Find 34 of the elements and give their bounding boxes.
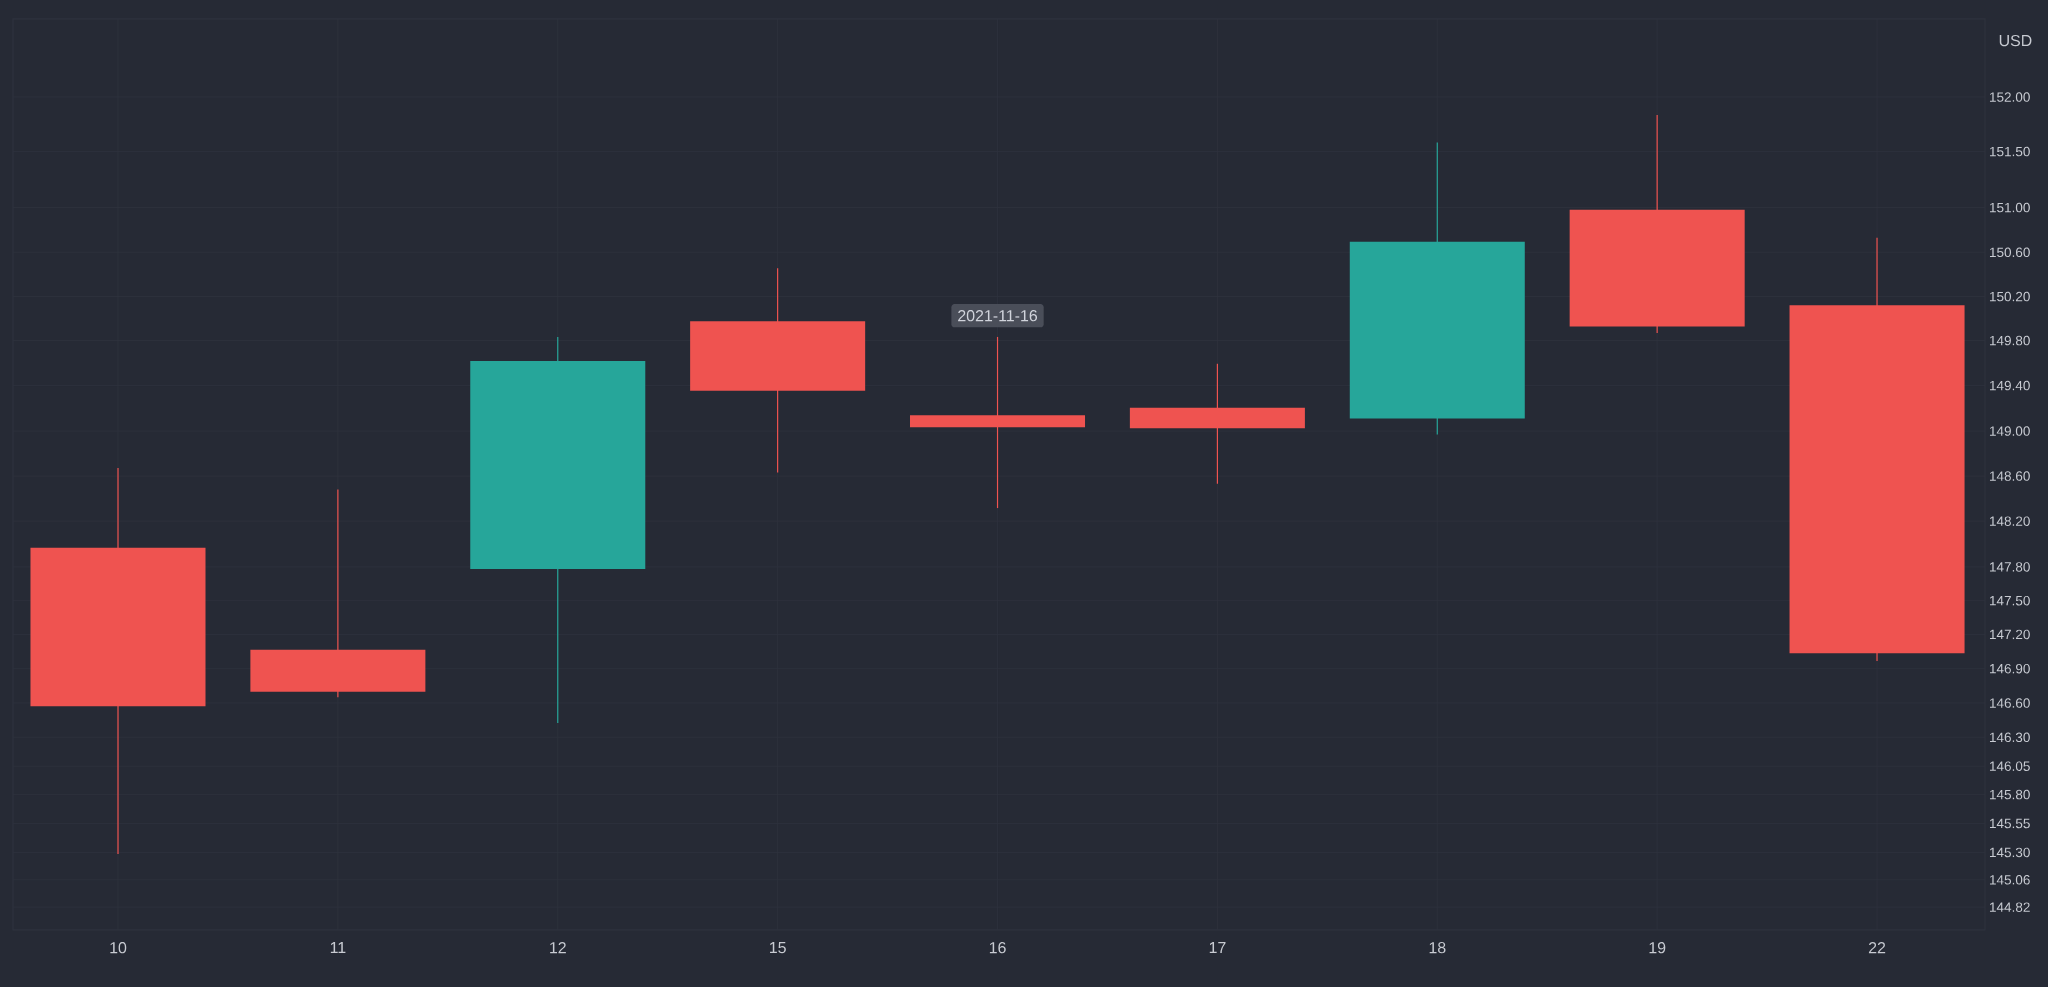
y-tick-label: 151.00	[1989, 202, 2030, 213]
x-tick-label: 12	[550, 942, 566, 954]
y-tick-label: 150.60	[1989, 247, 2030, 258]
y-tick-label: 146.60	[1989, 698, 2030, 708]
y-tick-label: 145.06	[1989, 875, 2030, 885]
y-tick-label: 148.60	[1989, 471, 2030, 481]
y-tick-label: 151.50	[1989, 146, 2030, 157]
x-tick-label: 15	[770, 942, 786, 954]
y-tick-label: 149.40	[1989, 380, 2030, 391]
y-tick-label: 149.00	[1989, 426, 2030, 436]
y-tick-label: 147.20	[1989, 629, 2030, 640]
y-tick-label: 147.80	[1989, 562, 2030, 572]
x-tick-label: 22	[1868, 942, 1886, 954]
candlestick	[910, 336, 1086, 509]
x-tick-label: 16	[989, 942, 1006, 954]
y-tick-label: 146.90	[1989, 664, 2030, 674]
y-tick-label: 145.30	[1989, 847, 2030, 858]
y-tick-label: 148.20	[1989, 516, 2030, 526]
y-tick-label: 146.30	[1989, 732, 2030, 743]
y-tick-label: 144.82	[1989, 902, 2030, 912]
x-tick-label: 18	[1429, 942, 1446, 954]
y-tick-label: 150.20	[1989, 291, 2030, 302]
y-tick-label: 147.50	[1989, 595, 2030, 606]
y-tick-label: 145.55	[1989, 818, 2030, 829]
x-tick-label: 17	[1209, 942, 1226, 954]
y-tick-label: 149.80	[1989, 335, 2030, 346]
y-axis-title: USD	[1999, 34, 2032, 47]
x-tick-label: 10	[110, 942, 127, 954]
y-tick-label: 146.05	[1989, 761, 2030, 771]
y-tick-label: 145.80	[1989, 789, 2030, 800]
x-tick-label: 19	[1649, 942, 1666, 954]
x-tick-label: 11	[330, 942, 346, 954]
y-tick-label: 152.00	[1989, 92, 2030, 102]
annotation: 2021-11-16	[958, 310, 1038, 322]
